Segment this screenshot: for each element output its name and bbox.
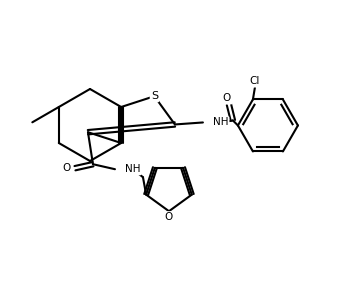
Text: S: S: [151, 91, 158, 101]
Text: Cl: Cl: [250, 76, 260, 87]
Text: NH: NH: [125, 164, 140, 174]
Text: O: O: [63, 163, 71, 173]
Text: O: O: [165, 212, 173, 222]
Text: O: O: [223, 93, 231, 104]
Text: NH: NH: [213, 117, 228, 127]
